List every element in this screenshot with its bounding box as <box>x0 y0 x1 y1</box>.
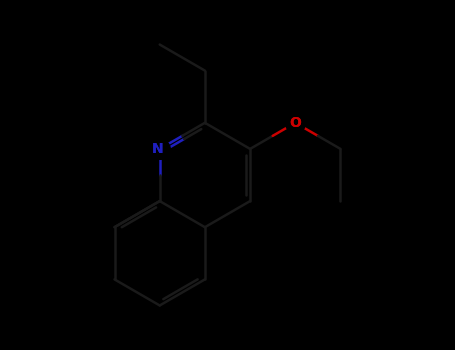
Point <box>292 120 299 126</box>
Text: O: O <box>289 116 301 130</box>
Text: N: N <box>151 142 163 156</box>
Point <box>156 146 163 152</box>
Text: N: N <box>151 142 163 156</box>
Text: O: O <box>289 116 301 130</box>
